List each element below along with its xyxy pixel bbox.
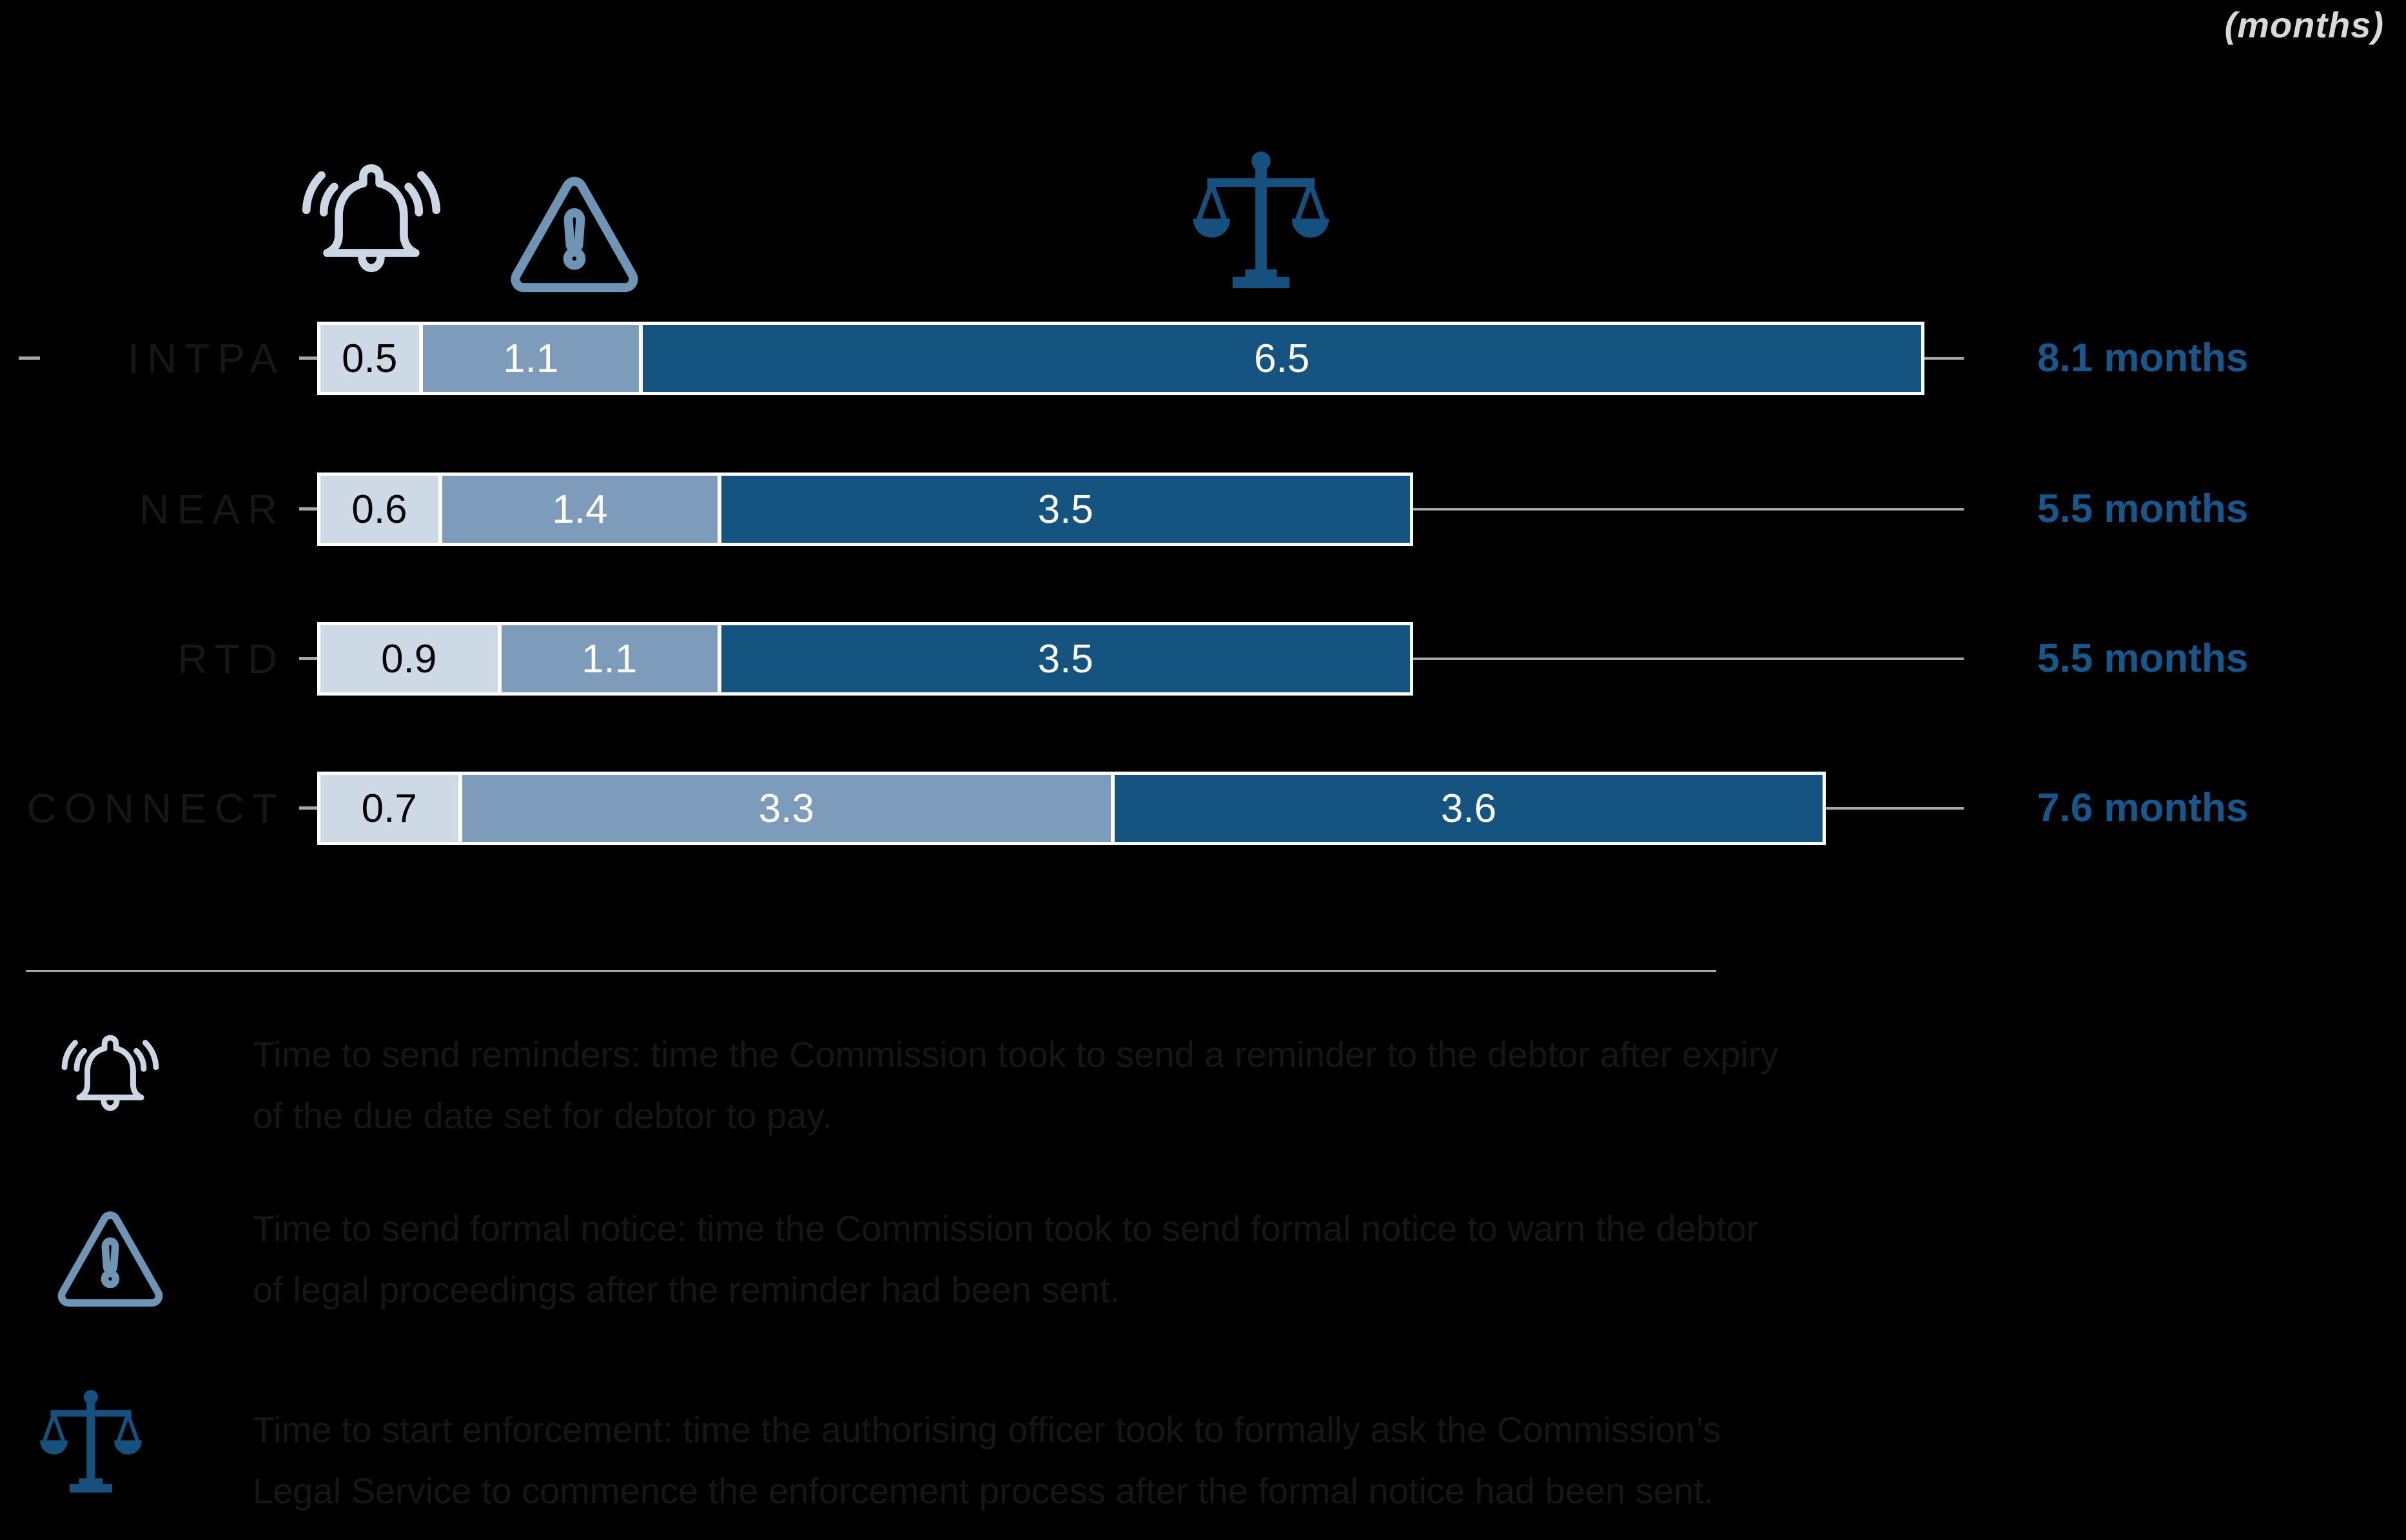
- connector-line: [1924, 357, 1964, 360]
- connector-line: [1826, 807, 1964, 810]
- legend-line: of legal proceedings after the reminder …: [253, 1269, 1120, 1310]
- bar-segment-reminder: 0.9: [320, 625, 498, 692]
- axis-tick: [299, 806, 318, 810]
- stacked-bar: 0.5 1.1 6.5: [317, 322, 1924, 395]
- bar-segment-enforcement: 3.6: [1115, 775, 1823, 842]
- bar-segment-formal-notice: 1.1: [501, 625, 718, 692]
- row-label: INTPA: [128, 335, 285, 382]
- warning-triangle-icon: [55, 1194, 165, 1320]
- total-label: 5.5 months: [2037, 487, 2249, 531]
- bar-segment-formal-notice: 1.1: [422, 325, 639, 392]
- legend-item: Time to send reminders: time the Commiss…: [253, 1024, 1779, 1146]
- legend-divider: [26, 970, 1716, 972]
- bell-icon: [302, 143, 441, 298]
- bar-segment-reminder: 0.7: [320, 775, 458, 842]
- warning-triangle-icon: [508, 169, 641, 295]
- axis-tick: [299, 356, 318, 360]
- total-label: 7.6 months: [2037, 786, 2249, 830]
- stacked-bar: 0.6 1.4 3.5: [317, 473, 1413, 546]
- stacked-bar: 0.9 1.1 3.5: [317, 622, 1413, 696]
- bell-icon: [61, 1011, 159, 1138]
- row-label: RTD: [177, 636, 285, 682]
- legend-item: Time to send formal notice: time the Com…: [253, 1198, 1758, 1320]
- axis-tick: [299, 507, 318, 511]
- legend-item: Time to start enforcement: time the auth…: [253, 1399, 1721, 1521]
- legend-line: Time to send formal notice: time the Com…: [253, 1208, 1759, 1249]
- row-label: NEAR: [139, 486, 285, 532]
- total-label: 5.5 months: [2037, 636, 2249, 681]
- legend-line: Legal Service to commence the enforcemen…: [253, 1470, 1714, 1511]
- bar-segment-enforcement: 3.5: [721, 625, 1410, 692]
- scales-of-justice-icon: [1191, 146, 1331, 303]
- unit-note: (months): [2224, 5, 2384, 45]
- legend-line: of the due date set for debtor to pay.: [253, 1095, 832, 1136]
- bar-segment-reminder: 0.5: [320, 325, 419, 392]
- bar-segment-enforcement: 6.5: [643, 325, 1921, 392]
- connector-line: [1413, 658, 1964, 660]
- bar-segment-enforcement: 3.5: [721, 476, 1410, 543]
- bar-segment-formal-notice: 3.3: [462, 775, 1111, 842]
- stacked-bar: 0.7 3.3 3.6: [317, 772, 1826, 845]
- bar-segment-reminder: 0.6: [320, 476, 438, 543]
- scales-of-justice-icon: [39, 1367, 143, 1523]
- legend-line: Time to send reminders: time the Commiss…: [253, 1034, 1779, 1075]
- legend-line: Time to start enforcement: time the auth…: [253, 1409, 1721, 1450]
- axis-edge-tick: [19, 356, 40, 360]
- total-label: 8.1 months: [2037, 336, 2249, 380]
- axis-tick: [299, 657, 318, 660]
- row-label: CONNECT: [26, 785, 285, 832]
- bar-segment-formal-notice: 1.4: [442, 476, 718, 543]
- connector-line: [1413, 508, 1964, 511]
